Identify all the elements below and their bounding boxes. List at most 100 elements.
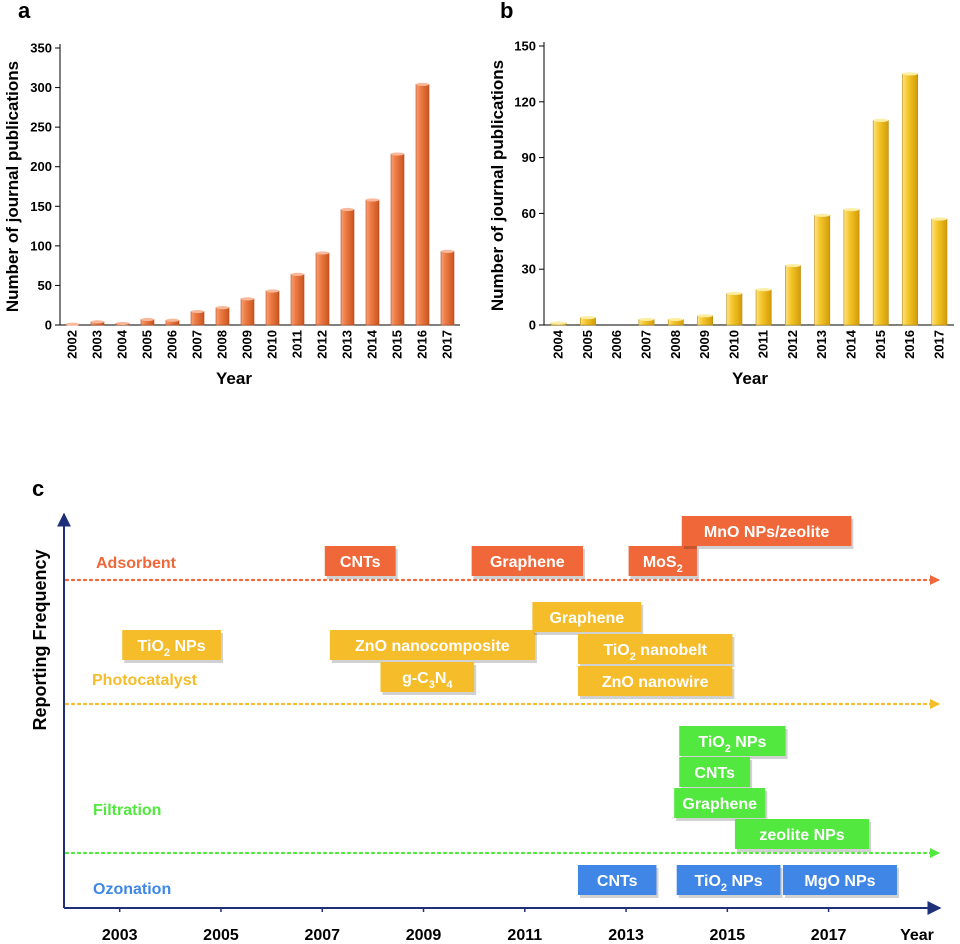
bar-top (341, 207, 354, 212)
x-tick-label: 2005 (203, 927, 239, 944)
x-tick-label: 2016 (415, 330, 430, 359)
item-label: ZnO nanowire (602, 674, 709, 691)
bar-top (785, 263, 801, 268)
item-label-text: TiO (695, 873, 721, 890)
item-label-text: NPs (731, 734, 767, 751)
bar-top (551, 321, 567, 325)
y-tick-label: 100 (30, 238, 52, 253)
item-box (122, 630, 221, 660)
bar (415, 84, 430, 326)
item-label-text: TiO (698, 734, 724, 751)
item-box (679, 726, 786, 756)
item-label-subscript: 2 (721, 882, 727, 894)
bar (265, 290, 280, 326)
item-box (577, 666, 733, 696)
y-tick-label: 120 (514, 94, 536, 109)
item-label-text: Graphene (682, 796, 757, 813)
item-label-text: zeolite NPs (759, 827, 844, 844)
x-tick-label: 2017 (931, 330, 946, 359)
bar (390, 153, 405, 326)
item-label: MnO NPs/zeolite (704, 524, 829, 541)
y-tick-label: 350 (30, 41, 52, 56)
item-label: CNTs (597, 873, 638, 890)
y-tick-label: 0 (45, 318, 52, 333)
bar-top (266, 289, 279, 293)
item-label: TiO2 NPs (695, 873, 763, 894)
bar-top (116, 321, 129, 326)
x-tick-label: 2006 (165, 330, 180, 359)
x-tick-label: 2010 (265, 330, 280, 359)
bar-top (216, 305, 229, 310)
item-box (329, 630, 535, 660)
x-tick-label: 2010 (726, 330, 741, 359)
y-axis-title: Number of journal publications (488, 60, 507, 311)
panel-b-bar-chart: b 0 30 60 90 120 150 2004 2005 2006 2007 2008 2009 20… (488, 0, 954, 388)
x-tick-label: 2003 (102, 927, 138, 944)
bar (872, 120, 889, 326)
item-box (628, 546, 697, 576)
item-box (577, 865, 657, 895)
bar-top (756, 288, 772, 292)
x-tick-label: 2008 (668, 330, 683, 359)
y-tick-label: 300 (30, 80, 52, 95)
x-tick-label: 2015 (873, 330, 888, 359)
x-tick-label: 2016 (902, 330, 917, 359)
bar (365, 199, 380, 326)
item-box (577, 634, 733, 664)
bar-top (91, 320, 104, 324)
bar-top (697, 314, 713, 318)
item-box (681, 516, 852, 546)
item-label-text: Graphene (490, 554, 565, 571)
x-tick-label: 2014 (844, 329, 859, 359)
x-tick-label: 2007 (190, 330, 205, 359)
x-tick-label: 2004 (115, 329, 130, 359)
x-tick-label: 2011 (290, 330, 305, 358)
item-box (679, 757, 751, 787)
y-tick-label: 200 (30, 159, 52, 174)
bar-top (141, 317, 154, 322)
x-axis-title: Year (216, 369, 252, 388)
bar-top (931, 217, 947, 221)
bar-top (291, 272, 304, 276)
y-tick-label: 0 (529, 318, 536, 333)
item-label: MoS2 (643, 554, 683, 575)
x-tick-label: 2015 (390, 330, 405, 359)
bar-top (166, 318, 179, 322)
category-guide-arrow (930, 575, 940, 585)
item-label: CNTs (340, 554, 381, 571)
item-label: zeolite NPs (759, 827, 844, 844)
item-label-text: TiO (603, 642, 629, 659)
y-tick-label: 150 (30, 199, 52, 214)
panel-letter: c (32, 476, 44, 501)
item-box (676, 865, 781, 895)
bar (843, 209, 860, 326)
item-label-subscript: 2 (164, 647, 170, 659)
bar (315, 252, 330, 326)
bar-top (316, 251, 329, 255)
item-label-text: ZnO nanocomposite (355, 638, 510, 655)
x-tick-label: 2004 (551, 329, 566, 359)
x-tick-label: 2005 (140, 330, 155, 359)
bar-top (814, 213, 830, 217)
y-axis-title: Reporting Frequency (30, 549, 50, 730)
bar-top (638, 317, 655, 322)
bar (726, 293, 743, 326)
bar (785, 265, 801, 326)
y-tick-label: 50 (38, 278, 52, 293)
item-label-subscript: 2 (630, 651, 636, 663)
bar (290, 274, 305, 326)
item-label: TiO2 nanobelt (603, 642, 707, 663)
y-tick-label: 250 (30, 120, 52, 135)
x-tick-label: 2011 (756, 330, 771, 358)
panel-letter: a (18, 0, 31, 23)
x-tick-label: 2012 (785, 330, 800, 359)
item-label-text: TiO (138, 638, 164, 655)
bar-top (66, 322, 79, 326)
x-tick-label: 2017 (811, 927, 847, 944)
x-tick-label: 2009 (697, 330, 712, 359)
bar (755, 289, 772, 326)
item-label-text: g-C (402, 670, 429, 687)
x-tick-label: 2017 (440, 330, 455, 359)
item-box (471, 546, 584, 576)
